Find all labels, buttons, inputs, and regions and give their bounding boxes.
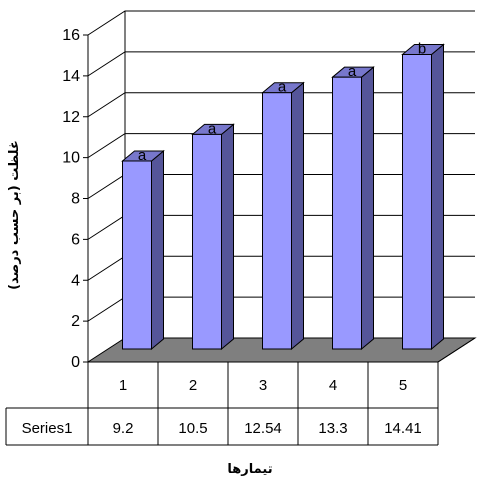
bar-side <box>431 43 444 351</box>
y-axis-title: غلظت (بر حسب درصد) <box>7 140 22 290</box>
bar-annotation: a <box>348 63 357 80</box>
gridline <box>87 51 475 77</box>
bar-annotation: a <box>208 120 217 137</box>
data-table: 1 9.2 2 10.5 3 12.54 4 13.3 5 14.41 Series1 <box>5 337 476 446</box>
x-category-label: 4 <box>329 377 337 394</box>
bar-annotation: a <box>278 79 287 96</box>
table-value-cell: 12.54 <box>244 420 282 437</box>
y-tick-label: 0 <box>71 354 80 371</box>
table-value-cell: 13.3 <box>318 420 347 437</box>
y-tick-label: 10 <box>62 150 80 167</box>
bar-annotation: b <box>418 40 426 57</box>
y-tick-label: 8 <box>71 191 80 208</box>
bar-side <box>221 123 234 351</box>
x-category-label: 2 <box>189 377 197 394</box>
bar-side <box>291 81 304 351</box>
bar <box>262 92 292 350</box>
x-category-label: 1 <box>119 377 127 394</box>
table-line <box>437 337 476 363</box>
bar <box>192 133 222 350</box>
y-tick-label: 12 <box>62 109 80 126</box>
y-tick-label: 6 <box>71 231 80 248</box>
y-axis: 0 2 4 6 8 10 12 14 16 <box>62 27 89 371</box>
bar <box>402 53 432 350</box>
bar <box>122 160 152 350</box>
table-value-cell: 14.41 <box>384 420 422 437</box>
table-value-cell: 10.5 <box>178 420 207 437</box>
bar <box>332 76 362 350</box>
y-tick-label: 2 <box>71 313 80 330</box>
x-category-label: 3 <box>259 377 267 394</box>
bar-annotation: a <box>138 147 147 164</box>
x-category-label: 5 <box>399 377 407 394</box>
x-axis-title: تیمارها <box>227 462 272 477</box>
bars <box>121 43 445 351</box>
bar-side <box>361 66 374 351</box>
y-tick-label: 14 <box>62 68 80 85</box>
y-tick-label: 4 <box>71 272 80 289</box>
series-name-cell: Series1 <box>22 420 73 437</box>
y-tick-label: 16 <box>62 27 80 44</box>
table-value-cell: 9.2 <box>113 420 134 437</box>
gridline <box>87 10 475 36</box>
bar-annotations: a a a a b <box>138 40 426 163</box>
bar-side <box>151 149 164 351</box>
